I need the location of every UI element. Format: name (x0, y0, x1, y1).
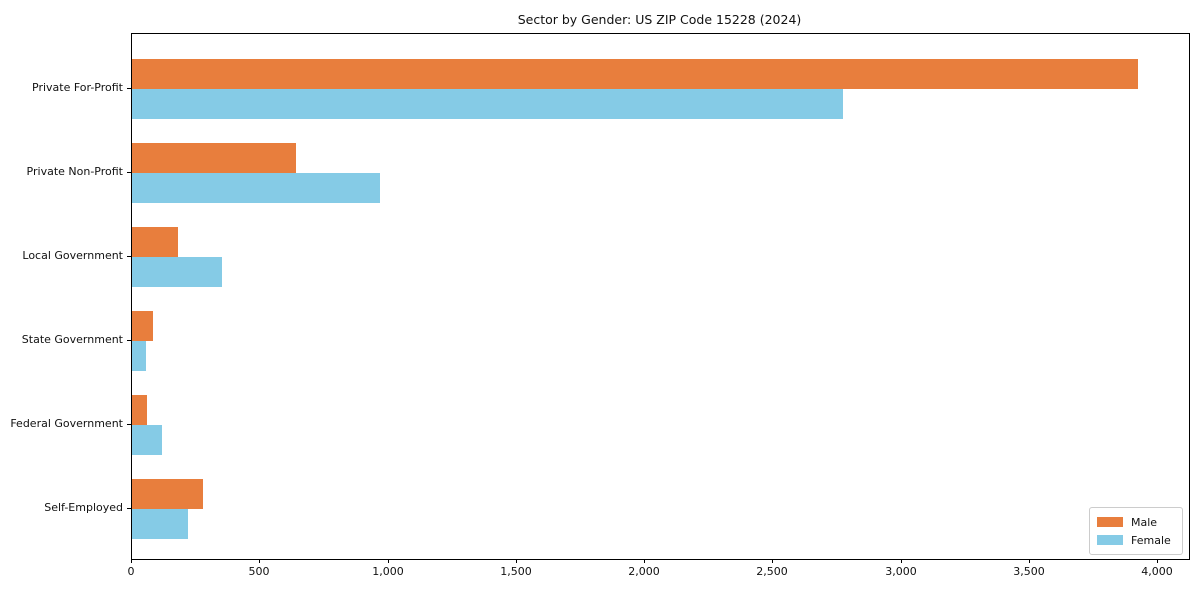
legend: Male Female (1089, 507, 1183, 555)
y-tick-mark-5 (127, 508, 131, 509)
y-axis-label-0: Private For-Profit (32, 81, 123, 94)
legend-row-male: Male (1097, 513, 1175, 531)
y-axis-label-3: State Government (21, 333, 123, 346)
x-tick-label-6: 3,000 (885, 565, 917, 578)
x-tick-mark-2 (388, 559, 389, 563)
bar-female-3 (132, 341, 146, 371)
x-tick-mark-5 (772, 559, 773, 563)
bar-female-1 (132, 173, 380, 203)
y-tick-mark-1 (127, 172, 131, 173)
x-tick-label-8: 4,000 (1141, 565, 1173, 578)
legend-row-female: Female (1097, 531, 1175, 549)
bar-male-5 (132, 479, 203, 509)
x-tick-mark-8 (1157, 559, 1158, 563)
x-tick-mark-1 (259, 559, 260, 563)
plot-area (131, 33, 1190, 560)
bar-male-3 (132, 311, 153, 341)
y-axis-label-4: Federal Government (10, 417, 123, 430)
y-tick-mark-2 (127, 256, 131, 257)
bar-female-2 (132, 257, 222, 287)
bar-female-0 (132, 89, 843, 119)
bar-male-2 (132, 227, 178, 257)
x-tick-label-0: 0 (127, 565, 135, 578)
y-axis-label-2: Local Government (22, 249, 123, 262)
x-tick-label-1: 500 (248, 565, 270, 578)
x-tick-mark-7 (1029, 559, 1030, 563)
legend-label-female: Female (1131, 533, 1171, 547)
x-tick-mark-4 (644, 559, 645, 563)
x-tick-label-3: 1,500 (500, 565, 532, 578)
x-tick-label-2: 1,000 (372, 565, 404, 578)
y-tick-mark-0 (127, 88, 131, 89)
legend-swatch-male (1097, 517, 1123, 527)
bar-male-0 (132, 59, 1138, 89)
bar-male-4 (132, 395, 147, 425)
legend-label-male: Male (1131, 515, 1158, 529)
x-tick-label-7: 3,500 (1013, 565, 1045, 578)
y-axis-label-1: Private Non-Profit (26, 165, 123, 178)
chart-title: Sector by Gender: US ZIP Code 15228 (202… (517, 12, 802, 27)
x-tick-mark-6 (901, 559, 902, 563)
x-tick-label-5: 2,500 (756, 565, 788, 578)
x-tick-mark-3 (516, 559, 517, 563)
bar-male-1 (132, 143, 296, 173)
bar-female-4 (132, 425, 162, 455)
y-axis-label-5: Self-Employed (44, 501, 123, 514)
y-tick-mark-3 (127, 340, 131, 341)
legend-swatch-female (1097, 535, 1123, 545)
bar-female-5 (132, 509, 188, 539)
x-tick-label-4: 2,000 (628, 565, 660, 578)
x-tick-mark-0 (131, 559, 132, 563)
y-tick-mark-4 (127, 424, 131, 425)
